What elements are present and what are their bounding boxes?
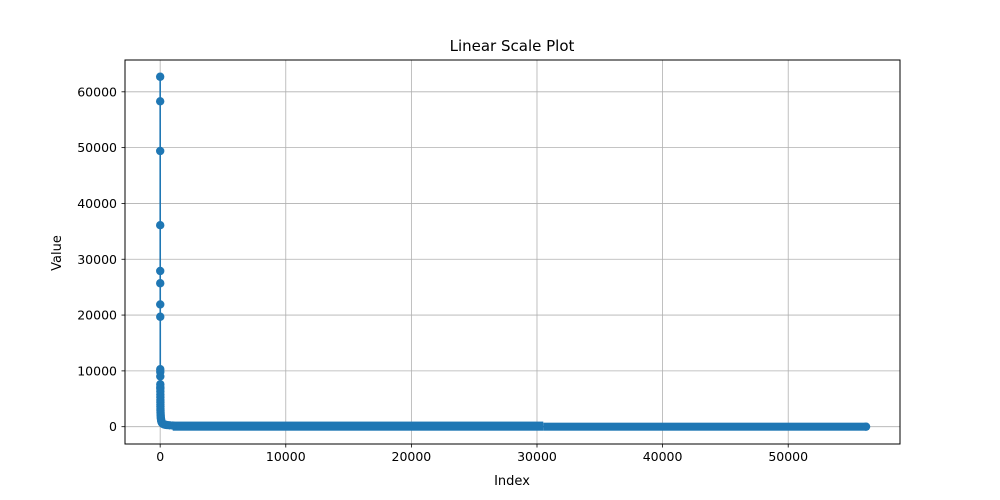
x-tick-label: 50000 [768,449,808,464]
dense-markers-band [172,421,544,431]
y-tick-label: 60000 [77,84,117,99]
y-axis-label: Value [50,235,65,271]
data-point [156,279,165,288]
x-tick-label: 0 [156,449,164,464]
chart-title: Linear Scale Plot [450,37,575,55]
data-point [168,421,177,430]
x-tick-label: 40000 [643,449,683,464]
x-tick-label: 20000 [392,449,432,464]
x-tick-label: 30000 [517,449,557,464]
data-point [155,97,165,106]
data-point [861,422,871,431]
y-tick-label: 50000 [77,140,117,155]
y-tick-label: 10000 [77,363,117,378]
y-tick-label: 20000 [77,308,117,323]
x-tick-label: 10000 [266,449,306,464]
data-point [156,300,165,309]
data-series [155,72,871,431]
data-point [156,221,165,230]
data-point [156,372,165,381]
y-tick-label: 0 [109,419,117,434]
dense-markers-band [543,422,867,431]
data-point [156,312,165,321]
data-point [155,146,165,156]
plot-area-frame [124,59,901,445]
data-point [155,72,165,81]
axis-ticks: 0 10000 20000 30000 40000 50000 0 10000 20000 300… [77,84,808,464]
data-point [156,266,165,276]
y-tick-label: 40000 [77,196,117,211]
x-axis-label: Index [494,474,530,489]
y-tick-label: 30000 [77,252,117,267]
